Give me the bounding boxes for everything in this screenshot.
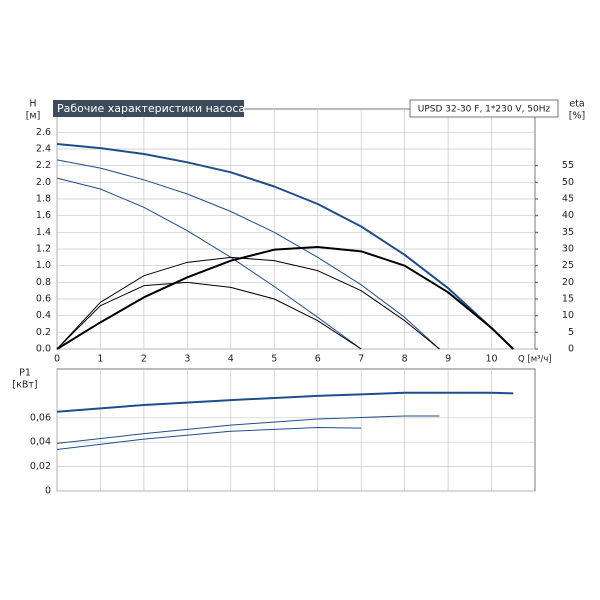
y-tick-label: 2.2: [36, 160, 51, 171]
chart-title: Рабочие характеристики насоса: [57, 102, 245, 115]
x-label: Q [м³/ч]: [518, 355, 552, 365]
y-tick-label: 1.0: [36, 260, 51, 271]
x-tick-label: 7: [358, 354, 364, 365]
curve: [56, 256, 440, 350]
y2-tick-label: 0: [568, 344, 574, 355]
y-label: H: [29, 99, 36, 110]
y2-tick-label: 30: [562, 244, 574, 255]
y2-unit: [%]: [569, 111, 585, 122]
y-tick-label: 0.4: [36, 310, 51, 321]
grid: [56, 109, 535, 492]
curve: [56, 246, 514, 350]
y2-tick-label: 20: [562, 277, 574, 288]
y-tick-label: 0,04: [30, 437, 51, 448]
plot-frame: [56, 108, 536, 350]
y-unit: [м]: [26, 111, 41, 122]
y-tick-label: 0: [45, 486, 51, 497]
y-tick-label: 0,06: [30, 412, 51, 423]
x-tick-label: 3: [184, 354, 190, 365]
y-label: P1: [19, 368, 31, 379]
x-tick-label: 10: [485, 354, 497, 365]
y2-tick-label: 25: [562, 260, 574, 271]
y-tick-label: 2.0: [36, 177, 51, 188]
x-tick-label: 5: [271, 354, 277, 365]
title-box: [53, 100, 244, 117]
y-tick-label: 2.6: [36, 127, 51, 138]
y-tick-label: 0,02: [30, 461, 51, 472]
y-tick-label: 0.8: [36, 277, 51, 288]
y-tick-label: 1.4: [36, 227, 51, 238]
curve: [56, 159, 440, 350]
curve: [56, 415, 440, 444]
curves: [56, 143, 514, 451]
x-tick-label: 9: [445, 354, 451, 365]
curve: [56, 177, 362, 350]
y2-tick-label: 50: [562, 177, 574, 188]
y-tick-label: 1.6: [36, 210, 51, 221]
curve: [56, 391, 514, 413]
curve: [56, 427, 362, 451]
curve: [56, 281, 362, 350]
x-tick-label: 1: [97, 354, 103, 365]
chart-subtitle: UPSD 32-30 F, 1*230 V, 50Hz: [418, 105, 551, 115]
y2-tick-label: 40: [562, 210, 574, 221]
plot-frame: [56, 368, 536, 492]
x-tick-label: 8: [402, 354, 408, 365]
y-tick-label: 1.8: [36, 194, 51, 205]
y2-tick-label: 10: [562, 310, 574, 321]
y-tick-label: 1.2: [36, 244, 51, 255]
y-tick-label: 2.4: [36, 144, 51, 155]
x-tick-label: 4: [228, 354, 234, 365]
y2-tick-label: 55: [562, 160, 574, 171]
y-tick-label: 0.6: [36, 294, 51, 305]
y-tick-label: 0.0: [36, 344, 51, 355]
x-tick-label: 6: [315, 354, 321, 365]
y-unit: [кВт]: [12, 380, 37, 391]
y2-tick-label: 5: [568, 327, 574, 338]
y-tick-label: 0.2: [36, 327, 51, 338]
x-tick-label: 2: [141, 354, 147, 365]
y2-tick-label: 35: [562, 227, 574, 238]
y2-tick-label: 45: [562, 194, 574, 205]
curve: [56, 143, 514, 350]
x-tick-label: 0: [54, 354, 60, 365]
subtitle-box: [409, 99, 559, 118]
y2-label: eta: [569, 99, 584, 110]
y2-tick-label: 15: [562, 294, 574, 305]
